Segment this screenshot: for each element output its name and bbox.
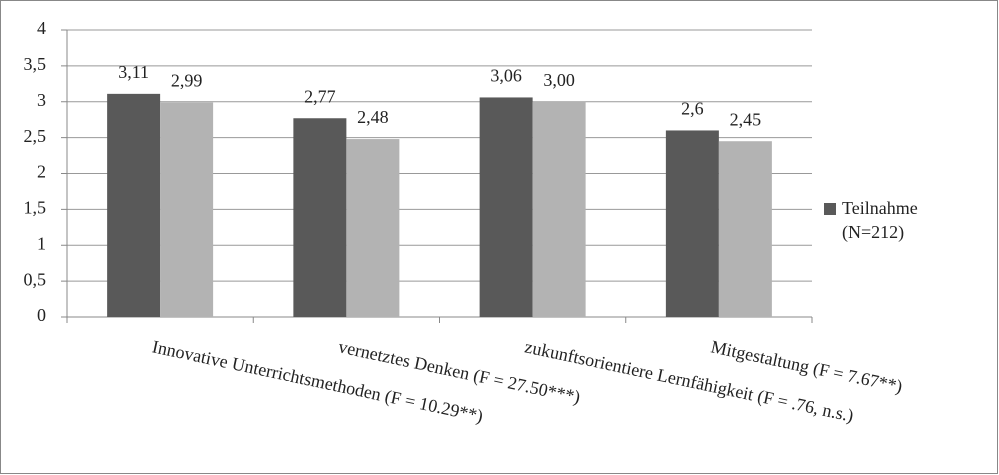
value-label: 3,06 (490, 66, 522, 86)
y-tick-label: 2 (37, 162, 46, 182)
value-label: 2,6 (681, 99, 704, 119)
y-tick-label: 0 (37, 305, 46, 325)
value-label: 2,45 (730, 109, 762, 129)
y-tick-label: 1 (37, 233, 46, 253)
bar (293, 118, 347, 317)
value-label: 2,48 (357, 107, 389, 127)
bar (532, 101, 586, 317)
y-tick-label: 3 (37, 90, 46, 110)
legend-label: Teilnahme (N=212) (842, 198, 918, 242)
y-tick-label: 2,5 (24, 126, 47, 146)
bar (346, 139, 400, 317)
value-label: 2,77 (304, 86, 336, 106)
value-label: 3,00 (543, 70, 575, 90)
legend-swatch (824, 203, 836, 215)
bar (160, 102, 214, 317)
value-label: 3,11 (118, 62, 149, 82)
value-label: 2,99 (171, 71, 203, 91)
y-tick-label: 3,5 (24, 54, 47, 74)
bar (479, 97, 533, 317)
y-tick-label: 4 (37, 18, 46, 38)
y-tick-label: 0,5 (24, 269, 47, 289)
bar (718, 141, 772, 317)
bar (665, 130, 719, 317)
bar (107, 93, 161, 317)
y-tick-label: 1,5 (24, 198, 47, 218)
